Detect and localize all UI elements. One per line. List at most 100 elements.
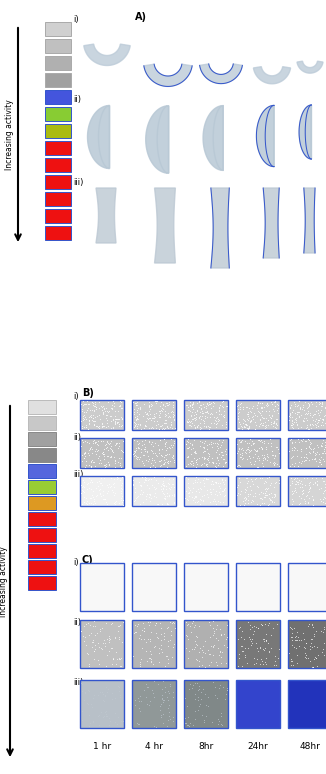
Point (107, 715, 112, 728)
Point (149, 399, 154, 411)
Point (305, 452, 310, 464)
Point (274, 413, 279, 425)
Point (116, 653, 121, 666)
Point (217, 399, 222, 412)
Point (92, 419, 97, 431)
Point (293, 413, 299, 425)
Point (272, 396, 277, 409)
Point (295, 460, 301, 472)
Point (248, 495, 253, 508)
Point (152, 690, 157, 703)
Point (194, 485, 199, 498)
Point (204, 400, 209, 413)
Point (102, 694, 107, 707)
Point (259, 401, 264, 413)
Point (197, 493, 202, 505)
Point (253, 419, 258, 431)
Point (198, 409, 203, 422)
Point (249, 444, 254, 456)
Point (293, 416, 298, 428)
Point (187, 419, 193, 431)
Point (208, 478, 214, 490)
Point (271, 659, 276, 671)
Point (319, 646, 325, 659)
Point (211, 615, 216, 627)
Point (256, 481, 261, 494)
Point (134, 422, 140, 434)
Point (293, 442, 298, 454)
Point (104, 436, 109, 448)
Point (238, 401, 243, 413)
Point (172, 422, 177, 434)
Point (120, 445, 125, 457)
Point (96, 450, 102, 463)
Point (214, 485, 219, 497)
Point (148, 461, 153, 473)
Point (322, 491, 326, 503)
Point (91, 645, 96, 657)
Point (183, 491, 188, 504)
Point (156, 439, 161, 451)
Point (90, 415, 96, 427)
Point (319, 397, 324, 409)
Polygon shape (257, 105, 274, 166)
Point (295, 476, 301, 488)
Point (298, 491, 303, 504)
Point (145, 474, 150, 486)
Point (152, 487, 157, 499)
Point (135, 717, 140, 730)
Point (259, 618, 264, 631)
Point (162, 448, 168, 461)
Point (112, 413, 118, 426)
Point (224, 443, 229, 455)
Point (321, 474, 326, 487)
Point (265, 399, 271, 412)
Point (310, 413, 316, 426)
Point (258, 406, 263, 419)
Point (289, 659, 294, 671)
Point (157, 460, 162, 472)
Bar (45, 158, 71, 172)
Point (243, 649, 248, 661)
Point (138, 402, 143, 414)
Point (109, 434, 114, 447)
Point (307, 481, 312, 494)
Point (95, 410, 100, 423)
Point (304, 649, 309, 661)
Point (111, 396, 116, 408)
Point (295, 433, 300, 445)
Point (80, 395, 85, 407)
Point (119, 411, 125, 423)
Point (108, 450, 113, 462)
Point (114, 471, 119, 484)
Point (307, 409, 312, 421)
Point (300, 399, 305, 411)
Point (90, 701, 95, 714)
Point (83, 419, 88, 431)
Point (205, 454, 210, 466)
Point (185, 719, 190, 731)
Point (117, 474, 122, 486)
Point (257, 397, 262, 409)
Point (92, 396, 97, 408)
Point (274, 476, 279, 488)
Point (220, 454, 225, 466)
Point (269, 445, 274, 457)
Point (252, 444, 257, 457)
Point (257, 641, 262, 653)
Point (272, 491, 277, 503)
Point (267, 492, 272, 505)
Point (195, 496, 200, 509)
Point (149, 398, 154, 410)
Point (100, 417, 105, 430)
Point (162, 440, 167, 453)
Point (245, 497, 250, 509)
Point (192, 445, 197, 457)
Point (321, 444, 326, 456)
Point (268, 412, 274, 424)
Point (211, 396, 216, 409)
Point (133, 399, 139, 412)
Point (197, 406, 202, 419)
Point (146, 482, 151, 495)
Point (140, 642, 145, 654)
